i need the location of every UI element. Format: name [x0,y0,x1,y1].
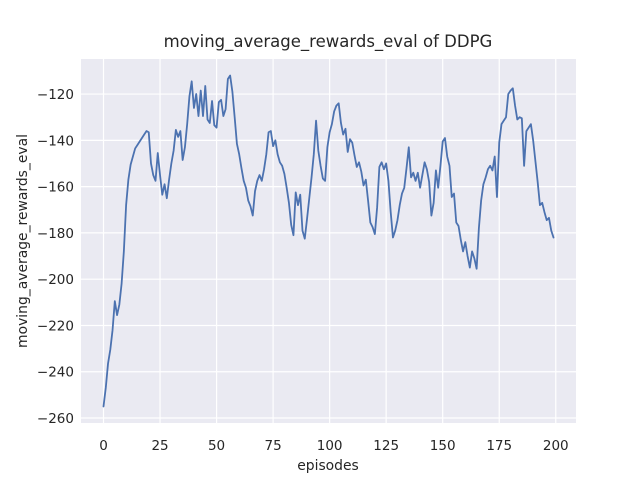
y-tick-label: −140 [37,133,74,149]
x-tick-label: 25 [151,438,168,454]
y-tick-label: −180 [37,226,74,242]
x-tick-label: 200 [543,438,569,454]
x-tick-label: 50 [208,438,225,454]
x-tick-label: 175 [486,438,512,454]
y-tick-label: −260 [37,411,74,427]
y-tick-label: −200 [37,272,74,288]
x-axis-label: episodes [297,458,359,474]
x-tick-label: 150 [430,438,456,454]
x-tick-label: 0 [99,438,108,454]
y-tick-label: −220 [37,318,74,334]
x-tick-label: 100 [317,438,343,454]
plot-area [81,59,576,423]
reward-line-series [102,74,555,408]
y-axis-label: moving_average_rewards_eval [15,134,31,348]
x-tick-label: 75 [265,438,282,454]
y-tick-label: −120 [37,87,74,103]
y-tick-label: −240 [37,365,74,381]
y-tick-label: −160 [37,180,74,196]
chart-title: moving_average_rewards_eval of DDPG [164,32,493,52]
x-tick-label: 125 [373,438,399,454]
tick-labels: 0 25 50 75 100 125 150 175 200 −120 −140 −160 −180 −2… [37,87,569,454]
